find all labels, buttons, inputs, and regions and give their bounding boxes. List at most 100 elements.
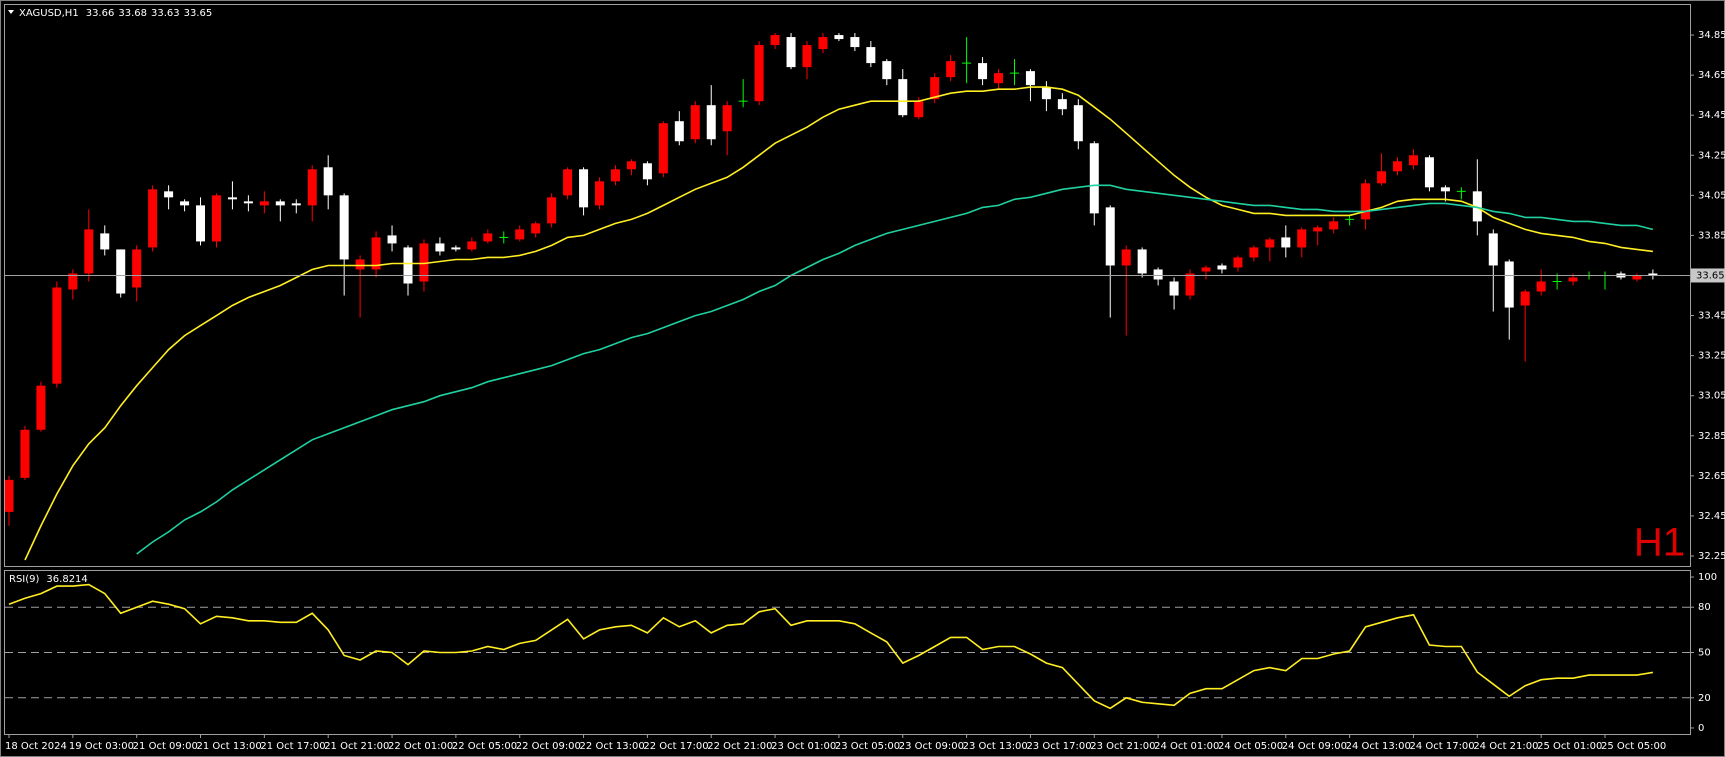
x-tick-label: 24 Oct 21:00 [1473, 741, 1538, 752]
y-tick-label: 33.45 [1698, 311, 1725, 322]
close-value: 33.65 [184, 8, 213, 19]
symbol-title: XAGUSD,H1 [19, 8, 79, 19]
price-box [1691, 268, 1725, 283]
candle-body [1121, 249, 1131, 266]
rsi-value: 36.8214 [46, 574, 87, 585]
x-tick-label: 25 Oct 01:00 [1537, 741, 1602, 752]
x-tick-label: 23 Oct 13:00 [963, 741, 1028, 752]
candle-body [196, 205, 206, 242]
y-tick-label: 33.25 [1698, 351, 1725, 362]
x-tick-label: 25 Oct 05:00 [1601, 741, 1666, 752]
candle-body [1057, 99, 1067, 110]
candle-body [323, 167, 333, 196]
candle-body [531, 223, 541, 234]
x-tick-label: 24 Oct 09:00 [1282, 741, 1347, 752]
candle-body [1073, 105, 1083, 142]
y-tick-label: 34.05 [1698, 190, 1725, 201]
y-tick-label: 34.25 [1698, 150, 1725, 161]
candle-body [483, 233, 493, 242]
x-tick-label: 24 Oct 17:00 [1409, 741, 1474, 752]
candle-body [291, 203, 301, 206]
rsi-title: RSI(9) [9, 574, 40, 585]
candle-body [1504, 261, 1514, 308]
moving-average [136, 184, 1654, 555]
candle-body [547, 197, 557, 224]
candle-body [116, 249, 126, 294]
candle-body [1105, 207, 1115, 266]
x-tick-label: 21 Oct 09:00 [133, 741, 198, 752]
x-tick-label: 22 Oct 13:00 [580, 741, 645, 752]
candle-body [1089, 143, 1099, 214]
y-tick-label: 0 [1698, 723, 1704, 734]
candle-body [1249, 247, 1259, 258]
high-value: 33.68 [118, 8, 147, 19]
candle-body [1153, 269, 1163, 280]
candle-body [1648, 273, 1658, 276]
candle-body [674, 121, 684, 142]
x-tick-label: 21 Oct 13:00 [197, 741, 262, 752]
candle-body [610, 169, 620, 182]
candle-body [68, 273, 78, 290]
candle-body [946, 61, 956, 78]
candle-body [36, 385, 46, 430]
main-panel-frame [4, 4, 1691, 567]
x-tick-label: 22 Oct 21:00 [707, 741, 772, 752]
candle-body [84, 229, 94, 274]
candle-body [1297, 229, 1307, 248]
candle-body [642, 163, 652, 180]
candle-body [243, 201, 253, 204]
candle-body [1632, 275, 1642, 280]
candle-body [435, 243, 445, 252]
menu-triangle[interactable] [8, 10, 14, 14]
x-tick-label: 23 Oct 09:00 [899, 741, 964, 752]
candle-body [227, 197, 237, 200]
x-tick-label: 23 Oct 21:00 [1090, 741, 1155, 752]
y-tick-label: 34.45 [1698, 110, 1725, 121]
x-tick-label: 19 Oct 03:00 [69, 741, 134, 752]
candle-body [180, 201, 190, 206]
candle-body [626, 161, 636, 170]
x-tick-label: 21 Oct 21:00 [324, 741, 389, 752]
candle-body [52, 287, 62, 384]
candle-body [690, 105, 700, 140]
candle-body [834, 35, 844, 40]
x-tick-label: 18 Oct 2024 [5, 741, 67, 752]
candle-body [1265, 239, 1275, 248]
candle-body [1201, 267, 1211, 272]
x-tick-label: 23 Oct 01:00 [771, 741, 836, 752]
x-tick-label: 23 Oct 17:00 [1026, 741, 1091, 752]
candles [5, 33, 1658, 561]
x-tick-label: 22 Oct 05:00 [452, 741, 517, 752]
timeframe-label: H1 [1634, 521, 1685, 565]
y-tick-label: 33.05 [1698, 391, 1725, 402]
candle-body [754, 45, 764, 102]
candle-body [914, 101, 924, 118]
x-tick-label: 21 Oct 17:00 [260, 741, 325, 752]
candle-body [1217, 265, 1227, 270]
candle-body [419, 243, 429, 282]
low-value: 33.63 [151, 8, 180, 19]
candle-body [579, 169, 589, 208]
candle-body [563, 169, 573, 196]
candle-body [770, 35, 780, 46]
candle-body [1536, 281, 1546, 292]
candle-body [1488, 233, 1498, 266]
x-tick-label: 24 Oct 13:00 [1346, 741, 1411, 752]
candle-body [1329, 221, 1339, 230]
y-tick-label: 34.85 [1698, 30, 1725, 41]
candle-body [706, 105, 716, 140]
candle-body [1281, 237, 1291, 248]
y-tick-label: 32.25 [1698, 551, 1725, 562]
rsi-line [8, 583, 1654, 710]
x-tick-label: 22 Oct 01:00 [388, 741, 453, 752]
candle-body [259, 201, 269, 206]
candle-body [1233, 257, 1243, 268]
x-tick-label: 22 Oct 17:00 [643, 741, 708, 752]
candle-body [722, 105, 732, 132]
candle-body [1137, 249, 1147, 274]
price-box-label: 33.65 [1696, 270, 1725, 281]
candle-body [1424, 157, 1434, 188]
candle-body [403, 247, 413, 284]
candle-body [802, 45, 812, 68]
